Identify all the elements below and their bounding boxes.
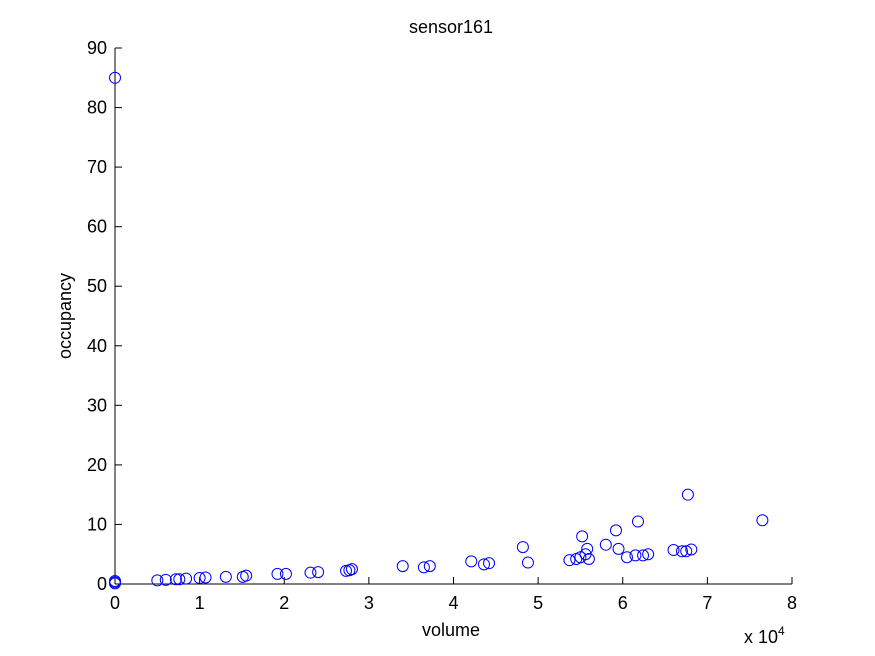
data-point [219, 570, 232, 583]
x-tick-label: 6 [618, 593, 628, 613]
data-point [109, 71, 121, 84]
x-tick-label: 2 [279, 593, 289, 613]
data-point [756, 514, 769, 527]
x-axis-multiplier-exponent: 4 [778, 624, 785, 638]
data-point [396, 560, 409, 573]
y-tick-label: 70 [87, 157, 107, 177]
x-axis-multiplier-base: x 10 [744, 627, 778, 647]
data-point [173, 573, 186, 586]
x-tick-label: 7 [702, 593, 712, 613]
data-points [109, 71, 769, 590]
x-axis-multiplier: x 104 [744, 624, 785, 647]
data-point [417, 561, 430, 574]
y-tick-label: 0 [97, 574, 107, 594]
data-point [620, 551, 633, 564]
data-point [675, 545, 688, 558]
y-tick-label: 60 [87, 217, 107, 237]
data-point [345, 563, 358, 576]
data-point [180, 572, 193, 585]
data-point [151, 574, 164, 587]
x-tick-label: 3 [364, 593, 374, 613]
data-point [609, 524, 622, 537]
data-point [681, 488, 694, 501]
y-tick-label: 40 [87, 336, 107, 356]
data-point [483, 557, 496, 570]
data-point [279, 567, 292, 580]
data-point [599, 538, 612, 551]
x-tick-label: 4 [448, 593, 458, 613]
data-point [343, 564, 356, 577]
data-point [667, 544, 680, 557]
data-point [159, 573, 172, 586]
y-tick-label: 90 [87, 38, 107, 58]
data-point [193, 572, 206, 585]
x-tick-label: 8 [787, 593, 797, 613]
y-tick-label: 50 [87, 276, 107, 296]
y-axis-label: occupancy [55, 273, 75, 359]
x-tick-label: 1 [195, 593, 205, 613]
data-point [521, 556, 534, 569]
data-point [304, 566, 317, 579]
data-point [423, 560, 436, 573]
y-tick-label: 30 [87, 395, 107, 415]
data-point [629, 549, 642, 562]
data-point [465, 555, 478, 568]
data-point [612, 542, 625, 555]
data-point [582, 552, 595, 565]
data-point [109, 577, 121, 590]
data-point [240, 569, 253, 582]
y-tick-label: 20 [87, 455, 107, 475]
data-point [576, 530, 589, 543]
data-point [680, 545, 693, 558]
data-point [637, 549, 650, 562]
data-point [516, 541, 529, 554]
data-point [199, 571, 212, 584]
data-point [312, 566, 325, 579]
chart-title: sensor161 [409, 17, 493, 37]
data-point [631, 515, 644, 528]
data-point [685, 543, 698, 556]
data-point [563, 554, 576, 567]
y-tick-label: 80 [87, 98, 107, 118]
data-point [169, 573, 182, 586]
y-tick-label: 10 [87, 514, 107, 534]
x-axis-label: volume [422, 620, 480, 640]
data-point [477, 558, 490, 571]
x-tick-label: 0 [110, 593, 120, 613]
data-point [642, 548, 655, 561]
data-point [271, 567, 284, 580]
data-point [581, 542, 594, 555]
x-tick-label: 5 [533, 593, 543, 613]
